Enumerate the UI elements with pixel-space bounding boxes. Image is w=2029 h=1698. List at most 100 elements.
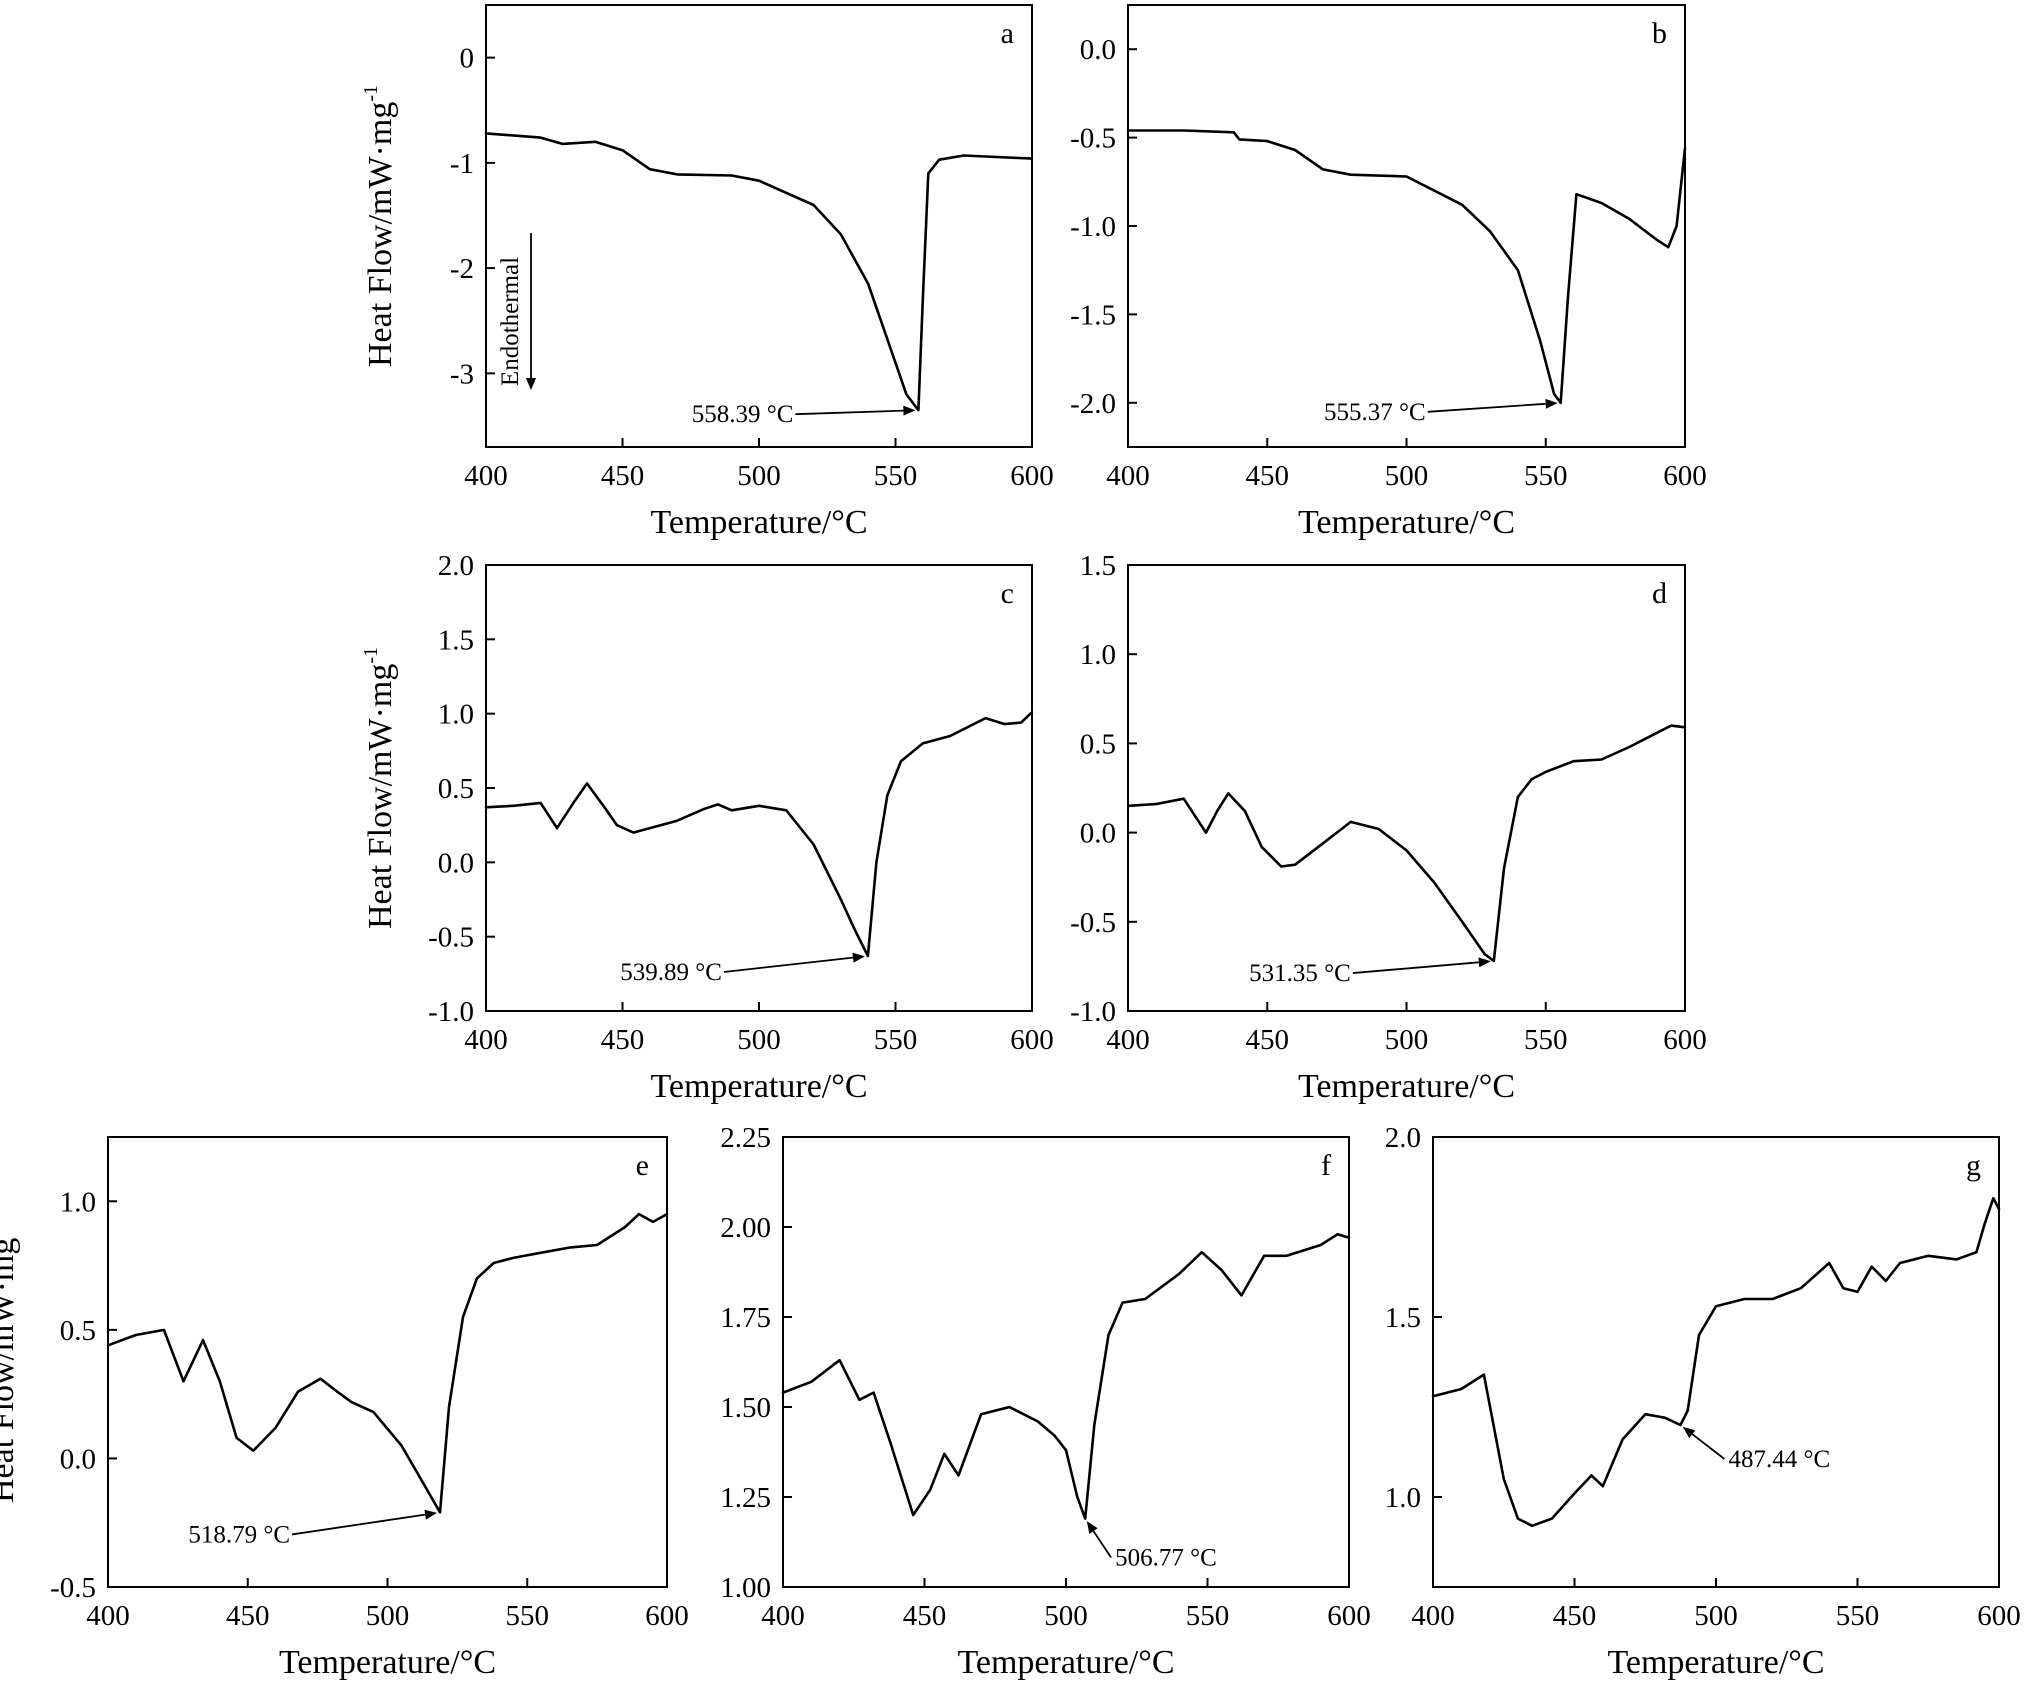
x-tick-label: 600 bbox=[1010, 1024, 1054, 1056]
chart-panel-d: 400 450 500 550 600 1.5 1.0 0.5 0.0 -0.5 -1.0 Tempe… bbox=[1070, 550, 1707, 1105]
y-tick-label: -1.0 bbox=[1070, 996, 1116, 1028]
y-tick-label: -0.5 bbox=[1070, 907, 1116, 939]
x-tick-label: 550 bbox=[874, 460, 918, 492]
x-tick-label: 500 bbox=[1694, 1600, 1738, 1632]
panel-letter: g bbox=[1966, 1149, 1981, 1182]
peak-arrow-shaft bbox=[1352, 961, 1479, 974]
chart-panel-e: 400 450 500 550 600 1.0 0.5 0.0 -0.5 Temperature/… bbox=[0, 1136, 689, 1681]
panel-letter: d bbox=[1652, 577, 1667, 610]
endothermal-label: Endothermal bbox=[497, 257, 524, 386]
peak-temperature-label: 539.89 °C bbox=[620, 959, 722, 986]
x-tick-label: 500 bbox=[1044, 1600, 1088, 1632]
peak-arrow-shaft bbox=[291, 1513, 426, 1536]
chart-panel-b: 400 450 500 550 600 0.0 -0.5 -1.0 -1.5 -2.0 Temper… bbox=[1070, 4, 1707, 541]
chart-panel-f: 400 450 500 550 600 2.25 2.00 1.75 1.50 1.25 1.00 T… bbox=[720, 1122, 1371, 1681]
y-tick-label: 2.25 bbox=[720, 1122, 771, 1154]
heat-flow-curve bbox=[1126, 129, 1687, 405]
heat-flow-curve bbox=[1431, 1196, 2001, 1528]
peak-arrow-shaft bbox=[723, 956, 854, 973]
panel-letter: c bbox=[1001, 577, 1014, 610]
x-tick-label: 450 bbox=[1246, 460, 1290, 492]
chart-panel-c: 400 450 500 550 600 2.0 1.5 1.0 0.5 0.0 -0.5 -1.0 Te… bbox=[360, 550, 1054, 1105]
x-tick-label: 500 bbox=[366, 1600, 410, 1632]
x-axis-title: Temperature/°C bbox=[1607, 1644, 1824, 1681]
y-tick-label: 1.75 bbox=[720, 1302, 771, 1334]
y-tick-label: -1.5 bbox=[1070, 299, 1116, 331]
y-tick-label: -2 bbox=[450, 253, 474, 285]
y-axis-title-text: Heat Flow/mW·mg bbox=[362, 664, 399, 929]
y-tick-label: 2.0 bbox=[438, 550, 474, 582]
y-tick-label: -3 bbox=[450, 358, 474, 390]
y-tick-label: -0.5 bbox=[1070, 123, 1116, 155]
y-tick-label: -0.5 bbox=[50, 1572, 96, 1604]
panel-letter: b bbox=[1652, 17, 1667, 50]
peak-arrow-shaft bbox=[1691, 1433, 1726, 1460]
x-axis-title: Temperature/°C bbox=[650, 1068, 867, 1105]
plot-frame bbox=[485, 4, 1033, 448]
peak-arrow-head bbox=[903, 405, 916, 416]
x-axis-title: Temperature/°C bbox=[279, 1644, 496, 1681]
peak-arrow-head bbox=[1682, 1426, 1696, 1439]
y-axis-title-text: Heat Flow/mW·mg bbox=[362, 102, 399, 367]
y-tick-label: 2.00 bbox=[720, 1212, 771, 1244]
peak-temperature-label: 531.35 °C bbox=[1249, 960, 1351, 987]
x-tick-label: 400 bbox=[1106, 460, 1150, 492]
y-tick-label: 1.0 bbox=[60, 1186, 96, 1218]
peak-temperature-label: 558.39 °C bbox=[692, 401, 794, 428]
x-tick-label: 500 bbox=[737, 460, 781, 492]
x-tick-label: 550 bbox=[1836, 1600, 1880, 1632]
x-tick-label: 600 bbox=[1977, 1600, 2021, 1632]
plot-frame bbox=[1127, 4, 1686, 448]
y-tick-label: 1.0 bbox=[1385, 1482, 1421, 1514]
y-tick-label: 1.0 bbox=[438, 699, 474, 731]
x-tick-label: 550 bbox=[1524, 460, 1568, 492]
x-tick-label: 600 bbox=[1010, 460, 1054, 492]
y-tick-label: -1 bbox=[450, 148, 474, 180]
heat-flow-curve bbox=[781, 1232, 1351, 1520]
y-tick-label: 1.0 bbox=[1080, 639, 1116, 671]
y-axis-title: Heat Flow/mW·mg-1 bbox=[0, 1221, 21, 1503]
heat-flow-curve bbox=[484, 132, 1034, 412]
y-tick-label: 1.5 bbox=[438, 624, 474, 656]
heat-flow-curve bbox=[1126, 724, 1687, 963]
plot-frame bbox=[485, 564, 1033, 1012]
peak-temperature-label: 487.44 °C bbox=[1728, 1446, 1830, 1473]
y-tick-label: 1.5 bbox=[1385, 1302, 1421, 1334]
heat-flow-curve bbox=[106, 1212, 669, 1514]
y-axis-title: Heat Flow/mW·mg-1 bbox=[360, 647, 399, 929]
x-tick-label: 600 bbox=[1663, 1024, 1707, 1056]
plot-frame bbox=[1127, 564, 1686, 1012]
x-tick-label: 400 bbox=[86, 1600, 130, 1632]
y-tick-label: 2.0 bbox=[1385, 1122, 1421, 1154]
panel-letter: f bbox=[1321, 1149, 1331, 1182]
x-tick-label: 450 bbox=[1246, 1024, 1290, 1056]
panel-letter: e bbox=[636, 1149, 649, 1182]
y-tick-label: 0.0 bbox=[1080, 818, 1116, 850]
y-tick-label: 0.5 bbox=[60, 1315, 96, 1347]
endothermal-arrow-head bbox=[526, 378, 536, 390]
x-tick-label: 450 bbox=[903, 1600, 947, 1632]
x-tick-label: 500 bbox=[1385, 1024, 1429, 1056]
y-tick-label: 0.0 bbox=[60, 1443, 96, 1475]
y-tick-label: 0 bbox=[460, 43, 475, 75]
x-tick-label: 450 bbox=[226, 1600, 270, 1632]
peak-arrow-head bbox=[424, 1509, 438, 1520]
x-tick-label: 450 bbox=[601, 1024, 645, 1056]
x-tick-label: 500 bbox=[1385, 460, 1429, 492]
x-tick-label: 500 bbox=[737, 1024, 781, 1056]
x-axis-title: Temperature/°C bbox=[1298, 504, 1515, 541]
y-tick-label: -1.0 bbox=[1070, 211, 1116, 243]
y-tick-label: 0.0 bbox=[1080, 34, 1116, 66]
peak-arrow-shaft bbox=[1092, 1530, 1112, 1559]
y-tick-label: 0.0 bbox=[438, 847, 474, 879]
x-axis-title: Temperature/°C bbox=[957, 1644, 1174, 1681]
peak-arrow-shaft bbox=[795, 409, 904, 416]
x-tick-label: 550 bbox=[1186, 1600, 1230, 1632]
x-tick-label: 600 bbox=[1663, 460, 1707, 492]
x-axis-title: Temperature/°C bbox=[1298, 1068, 1515, 1105]
x-tick-label: 550 bbox=[1524, 1024, 1568, 1056]
peak-temperature-label: 518.79 °C bbox=[188, 1521, 290, 1548]
peak-temperature-label: 506.77 °C bbox=[1115, 1545, 1217, 1572]
peak-arrow-head bbox=[852, 952, 865, 963]
